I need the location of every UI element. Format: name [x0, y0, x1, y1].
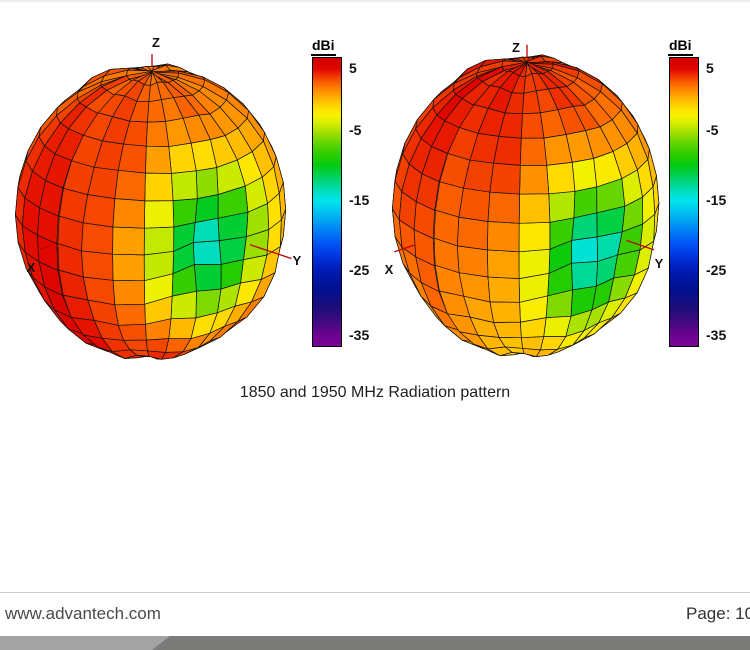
colorbar-tick: -15 — [706, 192, 727, 208]
colorbar-tick: -5 — [706, 122, 719, 138]
footer-website-link[interactable]: www.advantech.com — [5, 604, 161, 623]
colorbar-title: dBi — [668, 38, 693, 56]
page-top-border — [0, 0, 750, 2]
colorbar-tick: -35 — [706, 327, 727, 343]
colorbar-left: dBi 5 -5 -15 -25 -35 — [307, 38, 391, 353]
radiation-pattern-figure-right: Z X Y — [358, 30, 668, 365]
x-axis-label: X — [384, 262, 394, 277]
footer-bar-light — [0, 636, 170, 650]
colorbar-gradient — [669, 57, 699, 347]
y-axis-label: Y — [292, 253, 302, 268]
x-axis-label: X — [26, 260, 36, 275]
radiation-pattern-3d-mesh-right — [392, 44, 660, 357]
colorbar-tick: -25 — [349, 262, 370, 278]
colorbar-tick: -5 — [349, 122, 362, 138]
radiation-pattern-figure-left: Z X Y — [0, 30, 310, 365]
z-axis-label: Z — [152, 35, 160, 50]
colorbar-tick: 5 — [706, 60, 714, 76]
footer-page-number: Page: 10 — [686, 604, 750, 623]
colorbar-tick: -25 — [706, 262, 727, 278]
colorbar-gradient — [312, 57, 342, 347]
colorbar-tick: 5 — [349, 60, 357, 76]
colorbar-tick: -15 — [349, 192, 370, 208]
colorbar-title: dBi — [311, 38, 336, 56]
footer-divider — [0, 592, 750, 593]
figure-caption: 1850 and 1950 MHz Radiation pattern — [239, 384, 511, 401]
radiation-pattern-3d-mesh-left — [15, 54, 292, 360]
footer-bar-dark — [0, 636, 750, 650]
colorbar-tick: -35 — [349, 327, 370, 343]
colorbar-right: dBi 5 -5 -15 -25 -35 — [664, 38, 748, 353]
z-axis-label: Z — [512, 40, 520, 55]
y-axis-label: Y — [654, 256, 664, 271]
